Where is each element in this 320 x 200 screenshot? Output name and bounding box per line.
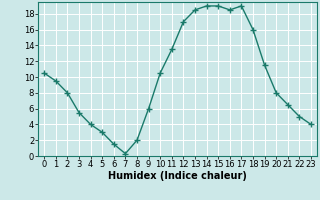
X-axis label: Humidex (Indice chaleur): Humidex (Indice chaleur) <box>108 171 247 181</box>
